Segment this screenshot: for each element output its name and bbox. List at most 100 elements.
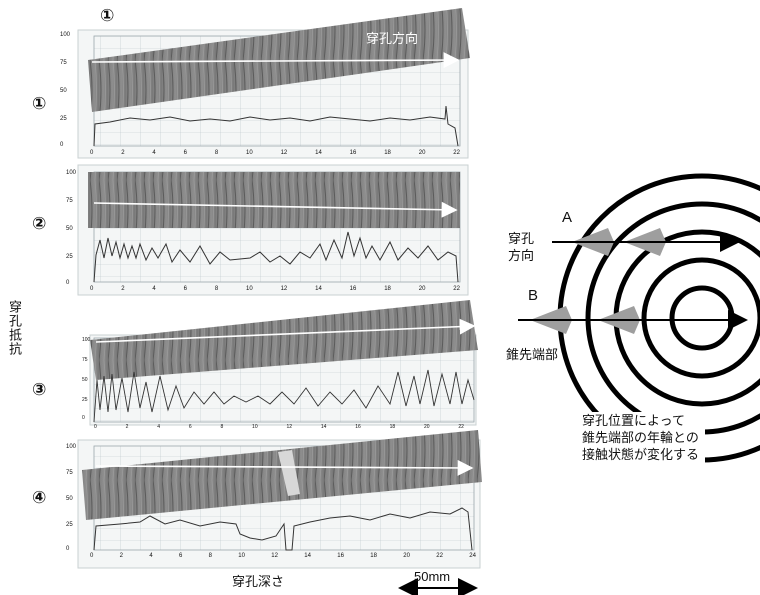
x-tick: 16 xyxy=(337,553,344,559)
annual-ring-2 xyxy=(641,257,760,379)
x-tick: 0 xyxy=(90,553,94,559)
x-tick: 22 xyxy=(453,286,460,292)
x-tick: 22 xyxy=(453,150,460,156)
x-axis-label: 穿孔深さ xyxy=(232,574,285,589)
y-axis-label: 穿孔抵抗 xyxy=(7,300,22,356)
caption-line-3: 接触状態が変化する xyxy=(582,447,700,462)
x-tick: 2 xyxy=(121,286,125,292)
x-tick: 6 xyxy=(183,150,187,156)
x-tick: 4 xyxy=(152,150,156,156)
x-tick: 10 xyxy=(246,150,253,156)
x-tick: 14 xyxy=(315,150,322,156)
drill-direction-label: 穿孔方向 xyxy=(366,31,419,46)
x-tick: 4 xyxy=(149,553,153,559)
wood-core-photo-4 xyxy=(82,430,482,520)
y-tick: 75 xyxy=(66,198,73,204)
x-tick: 8 xyxy=(214,150,219,156)
wood-core-photo-2 xyxy=(88,172,460,228)
drill-direction-arrow-2 xyxy=(93,201,458,218)
x-tick: 10 xyxy=(238,553,245,559)
y-tick: 25 xyxy=(60,116,67,122)
x-tick: 20 xyxy=(403,553,410,559)
x-ticks-2: 0 2 4 6 8 10 12 14 16 18 20 22 xyxy=(90,286,460,294)
wood-core-photo-1 xyxy=(88,8,470,112)
annual-ring-1 xyxy=(669,285,735,351)
x-tick: 12 xyxy=(280,286,288,292)
x-tick: 14 xyxy=(320,424,327,430)
ring-direction-line-1: 穿孔 xyxy=(508,231,535,246)
x-tick: 20 xyxy=(418,286,426,292)
x-tick: 16 xyxy=(349,286,357,292)
x-tick: 8 xyxy=(208,553,212,559)
wood-core-crack xyxy=(278,450,300,496)
x-tick: 12 xyxy=(286,424,292,430)
x-tick: 18 xyxy=(370,553,377,559)
y-tick: 75 xyxy=(82,357,88,363)
x-tick: 18 xyxy=(384,150,391,156)
x-tick: 16 xyxy=(349,150,357,156)
caption-line-2: 錐先端部の年輪との xyxy=(582,430,699,445)
wood-core-photo-3 xyxy=(90,300,478,380)
x-tick: 14 xyxy=(315,286,322,292)
x-tick: 8 xyxy=(214,286,219,292)
y-tick: 0 xyxy=(66,280,70,286)
y-tick: 50 xyxy=(60,88,67,94)
caption-line-1: 穿孔位置によって xyxy=(582,413,685,428)
x-tick: 6 xyxy=(188,424,192,430)
x-tick: 0 xyxy=(90,150,94,156)
x-tick: 20 xyxy=(424,424,430,430)
drill-direction-arrow-1 xyxy=(91,52,460,69)
resistance-trace-3 xyxy=(93,369,475,423)
drill-tip-label: 錐先端部 xyxy=(506,347,559,362)
y-tick: 100 xyxy=(82,337,91,343)
x-tick: 0 xyxy=(94,424,97,430)
chart-panel-1 xyxy=(77,8,470,159)
resistance-trace-2 xyxy=(93,231,459,283)
y-tick: 50 xyxy=(66,496,73,502)
ring-direction-label: 穿孔 方向 xyxy=(508,230,534,264)
y-tick: 75 xyxy=(60,60,67,66)
x-tick: 4 xyxy=(152,286,156,292)
x-tick: 2 xyxy=(119,553,123,559)
x-tick: 10 xyxy=(246,286,253,292)
y-tick: 100 xyxy=(60,32,71,38)
chart-panel-2 xyxy=(77,164,469,296)
y-tick: 25 xyxy=(66,522,73,528)
x-ticks-4: 0 2 4 6 8 10 12 14 16 18 20 22 24 xyxy=(90,553,476,561)
y-tick: 0 xyxy=(66,546,70,552)
x-tick: 22 xyxy=(458,424,464,430)
x-tick: 12 xyxy=(280,150,288,156)
top-marker: ① xyxy=(100,6,115,25)
x-tick: 8 xyxy=(220,424,224,430)
y-ticks-2: 100 75 50 25 0 xyxy=(66,168,84,288)
x-tick: 16 xyxy=(355,424,361,430)
y-ticks-3: 100 75 50 25 0 xyxy=(82,336,96,424)
scale-label: 50mm xyxy=(414,569,451,584)
panel-marker-3: ③ xyxy=(32,380,47,399)
panel-marker-4: ④ xyxy=(32,488,47,507)
y-ticks-4: 100 75 50 25 0 xyxy=(66,442,84,554)
x-tick: 20 xyxy=(418,150,426,156)
x-ticks-3: 0 2 4 6 8 10 12 14 16 18 20 22 xyxy=(94,424,464,432)
x-tick: 22 xyxy=(436,553,443,559)
x-tick: 10 xyxy=(252,424,258,430)
resistance-trace-4 xyxy=(93,507,473,551)
x-tick: 14 xyxy=(304,553,311,559)
y-ticks-1: 100 75 50 25 0 xyxy=(60,30,78,150)
x-tick: 12 xyxy=(271,553,278,559)
x-tick: 24 xyxy=(469,553,476,559)
y-tick: 100 xyxy=(66,170,77,176)
y-tick: 75 xyxy=(66,470,73,476)
x-tick: 2 xyxy=(125,424,129,430)
y-tick: 25 xyxy=(66,254,73,260)
x-tick: 18 xyxy=(384,286,391,292)
y-tick: 25 xyxy=(82,397,88,403)
chart-panel-4 xyxy=(77,430,482,569)
x-tick: 6 xyxy=(183,286,187,292)
y-tick: 100 xyxy=(66,444,77,450)
resistance-trace-1 xyxy=(93,105,459,147)
x-tick: 6 xyxy=(178,553,183,559)
chart-panel-3 xyxy=(89,300,478,426)
ring-caption: 穿孔位置によって 錐先端部の年輪との 接触状態が変化する xyxy=(582,412,706,463)
